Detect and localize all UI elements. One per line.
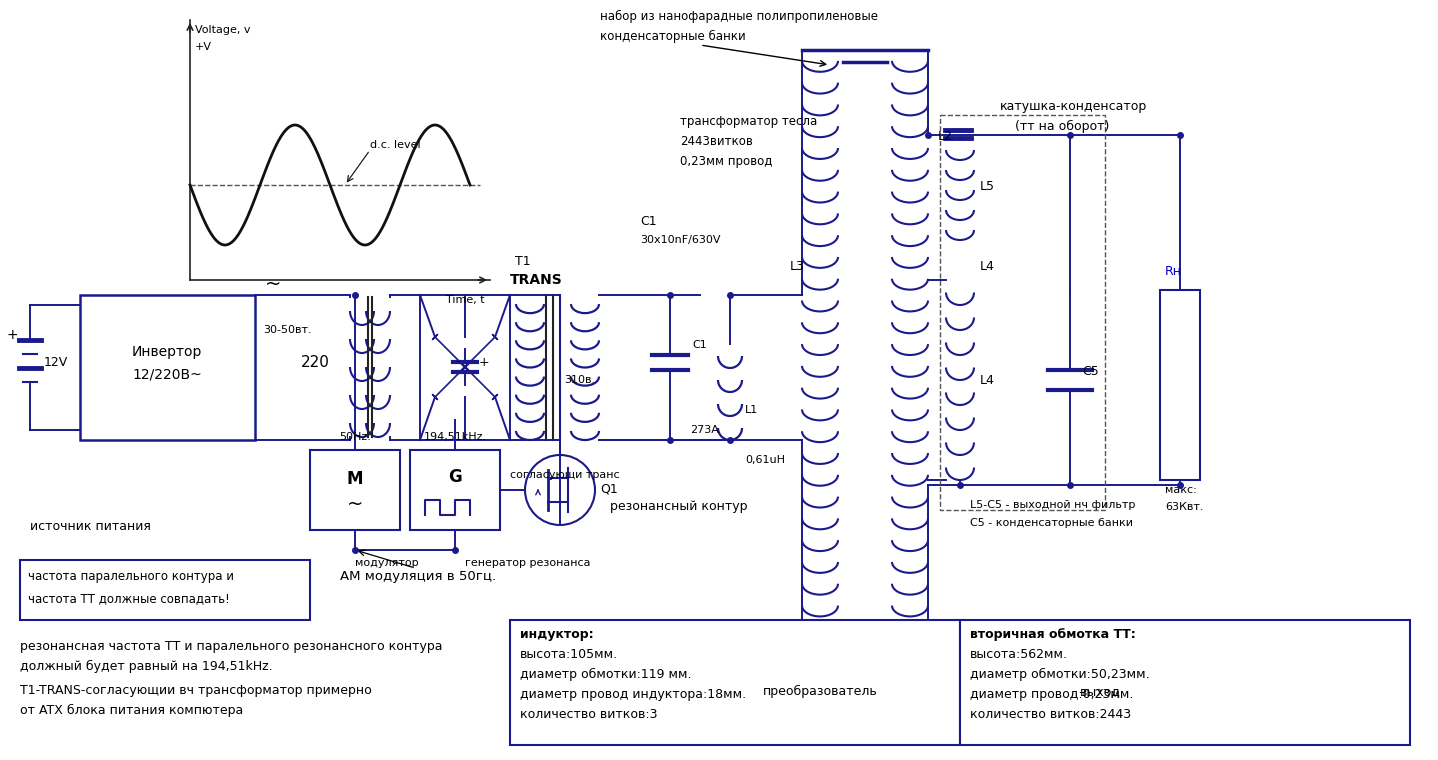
Text: Q1: Q1 [600, 482, 618, 495]
Text: T1: T1 [515, 255, 531, 268]
Text: модулятор: модулятор [355, 558, 418, 568]
Text: 12V: 12V [45, 356, 68, 369]
Text: 273A: 273A [690, 425, 719, 435]
Text: L4: L4 [981, 373, 995, 387]
Text: частота паралельного контура и: частота паралельного контура и [27, 570, 234, 583]
Text: 12/220В~: 12/220В~ [132, 367, 201, 381]
Text: должный будет равный на 194,51kHz.: должный будет равный на 194,51kHz. [20, 660, 273, 673]
Text: L2: L2 [938, 130, 953, 143]
Text: количество витков:2443: количество витков:2443 [971, 708, 1132, 721]
Text: Инвертор: Инвертор [132, 345, 203, 359]
Text: высота:105мм.: высота:105мм. [521, 648, 618, 661]
Bar [940, 115, 1104, 510]
Text: резонансный контур: резонансный контур [610, 500, 748, 513]
Text: C5: C5 [1081, 365, 1099, 378]
Polygon shape [492, 394, 498, 400]
Text: количество витков:3: количество витков:3 [521, 708, 657, 721]
Text: L1: L1 [745, 405, 758, 415]
Text: выход: выход [1080, 685, 1120, 698]
Text: С5 - конденсаторные банки: С5 - конденсаторные банки [971, 518, 1133, 528]
Text: C1: C1 [640, 215, 657, 228]
Text: 0,61uH: 0,61uH [745, 455, 785, 465]
Bar [81, 295, 255, 440]
Text: 194,51kHz.: 194,51kHz. [423, 432, 486, 442]
Bar [1160, 290, 1199, 480]
Text: генератор резонанса: генератор резонанса [464, 558, 591, 568]
Text: диаметр провод индуктора:18мм.: диаметр провод индуктора:18мм. [521, 688, 746, 701]
Text: частота ТТ должные совпадать!: частота ТТ должные совпадать! [27, 592, 230, 605]
Bar [410, 450, 500, 530]
Text: L4: L4 [981, 260, 995, 273]
Bar [961, 620, 1411, 745]
Bar [510, 620, 961, 745]
Text: макс:: макс: [1165, 485, 1196, 495]
Text: L3: L3 [789, 260, 805, 273]
Text: 50Hz.: 50Hz. [339, 432, 371, 442]
Text: диаметр провод:0,23мм.: диаметр провод:0,23мм. [971, 688, 1133, 701]
Text: -: - [456, 356, 460, 369]
Text: 220: 220 [301, 355, 329, 370]
Text: T1-TRANS-согласующии вч трансформатор примерно: T1-TRANS-согласующии вч трансформатор пр… [20, 684, 372, 697]
Polygon shape [433, 394, 437, 400]
Text: катушка-конденсатор: катушка-конденсатор [999, 100, 1148, 113]
Text: набор из нанофарадные полипропиленовые: набор из нанофарадные полипропиленовые [600, 10, 879, 23]
Text: +V: +V [196, 42, 211, 52]
Text: (тт на оборот): (тт на оборот) [1015, 120, 1109, 133]
Text: L5: L5 [981, 180, 995, 193]
Polygon shape [433, 334, 437, 340]
Text: Rн: Rн [1165, 265, 1182, 278]
Text: высота:562мм.: высота:562мм. [971, 648, 1068, 661]
Text: 2443витков: 2443витков [680, 135, 754, 148]
Text: 30x10nF/630V: 30x10nF/630V [640, 235, 720, 245]
Text: 30-50вт.: 30-50вт. [263, 325, 312, 335]
Text: диаметр обмотки:50,23мм.: диаметр обмотки:50,23мм. [971, 668, 1149, 681]
Text: индуктор:: индуктор: [521, 628, 594, 641]
Text: 0,23мм провод: 0,23мм провод [680, 155, 772, 168]
Text: диаметр обмотки:119 мм.: диаметр обмотки:119 мм. [521, 668, 692, 681]
Text: от ATX блока питания компютера: от ATX блока питания компютера [20, 704, 243, 717]
Polygon shape [492, 334, 498, 340]
Text: L5-С5 - выходной нч фильтр: L5-С5 - выходной нч фильтр [971, 500, 1136, 510]
Text: C1: C1 [692, 340, 706, 350]
Bar [311, 450, 400, 530]
Text: трансформатор тесла: трансформатор тесла [680, 115, 817, 128]
Text: G: G [449, 468, 462, 486]
Text: +: + [6, 328, 17, 342]
Text: 310в.: 310в. [564, 375, 595, 385]
Text: M: M [347, 470, 364, 488]
Text: конденсаторные банки: конденсаторные банки [600, 30, 746, 43]
Text: Time, t: Time, t [446, 295, 485, 305]
Text: Voltage, v: Voltage, v [196, 25, 250, 35]
Text: ~: ~ [347, 495, 364, 514]
Text: согласующи транс: согласующи транс [510, 470, 620, 480]
Text: резонансная частота ТТ и паралельного резонансного контура: резонансная частота ТТ и паралельного ре… [20, 640, 443, 653]
Text: преобразователь: преобразователь [762, 685, 877, 698]
Text: АМ модуляция в 50гц.: АМ модуляция в 50гц. [339, 570, 496, 583]
Text: источник питания: источник питания [30, 520, 151, 533]
Bar [20, 560, 311, 620]
Text: вторичная обмотка ТТ:: вторичная обмотка ТТ: [971, 628, 1136, 641]
Text: ~: ~ [265, 275, 282, 294]
Bar [420, 295, 510, 440]
Text: TRANS: TRANS [510, 273, 562, 287]
Text: +: + [479, 356, 489, 369]
Text: d.c. level: d.c. level [370, 140, 421, 150]
Text: 63Квт.: 63Квт. [1165, 502, 1204, 512]
